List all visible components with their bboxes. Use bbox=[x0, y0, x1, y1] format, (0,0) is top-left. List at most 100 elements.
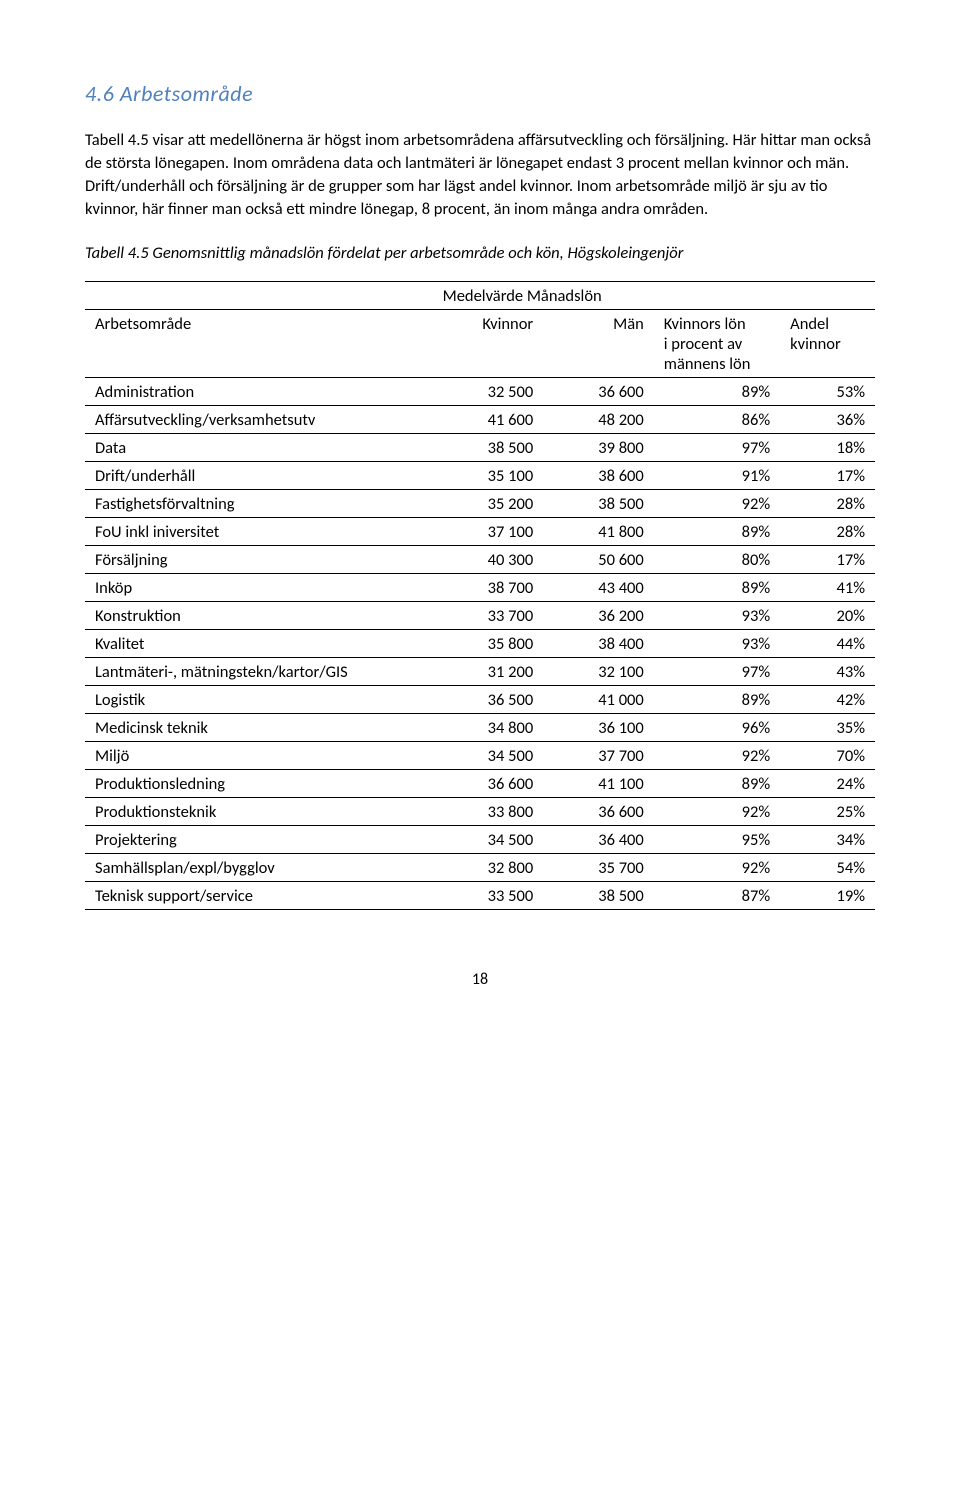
cell-andel: 17% bbox=[780, 546, 875, 574]
cell-man: 35 700 bbox=[543, 854, 654, 882]
header-andel-l2: kvinnor bbox=[790, 334, 841, 354]
cell-man: 39 800 bbox=[543, 434, 654, 462]
table-header-row-1: Medelvärde Månadslön bbox=[85, 282, 875, 310]
header-man: Män bbox=[543, 310, 654, 378]
cell-procent: 93% bbox=[654, 602, 780, 630]
table-row: Logistik36 50041 00089%42% bbox=[85, 686, 875, 714]
cell-kvinnor: 35 800 bbox=[433, 630, 544, 658]
cell-man: 36 100 bbox=[543, 714, 654, 742]
cell-kvinnor: 38 500 bbox=[433, 434, 544, 462]
header-kvinnors-lon-l3: männens lön bbox=[664, 354, 751, 374]
cell-arbetsomrade: Lantmäteri-, mätningstekn/kartor/GIS bbox=[85, 658, 433, 686]
cell-andel: 17% bbox=[780, 462, 875, 490]
cell-man: 50 600 bbox=[543, 546, 654, 574]
cell-andel: 34% bbox=[780, 826, 875, 854]
cell-andel: 25% bbox=[780, 798, 875, 826]
cell-man: 38 500 bbox=[543, 490, 654, 518]
cell-arbetsomrade: Kvalitet bbox=[85, 630, 433, 658]
cell-kvinnor: 33 500 bbox=[433, 882, 544, 910]
cell-kvinnor: 32 500 bbox=[433, 378, 544, 406]
cell-procent: 97% bbox=[654, 658, 780, 686]
cell-procent: 87% bbox=[654, 882, 780, 910]
cell-kvinnor: 35 100 bbox=[433, 462, 544, 490]
table-row: Produktionsledning36 60041 10089%24% bbox=[85, 770, 875, 798]
cell-man: 36 600 bbox=[543, 798, 654, 826]
cell-procent: 92% bbox=[654, 798, 780, 826]
cell-arbetsomrade: Projektering bbox=[85, 826, 433, 854]
cell-kvinnor: 33 800 bbox=[433, 798, 544, 826]
cell-kvinnor: 36 500 bbox=[433, 686, 544, 714]
cell-procent: 89% bbox=[654, 770, 780, 798]
table-row: Lantmäteri-, mätningstekn/kartor/GIS31 2… bbox=[85, 658, 875, 686]
cell-arbetsomrade: Administration bbox=[85, 378, 433, 406]
header-kvinnors-lon: Kvinnors lön i procent av männens lön bbox=[654, 310, 780, 378]
cell-kvinnor: 33 700 bbox=[433, 602, 544, 630]
cell-andel: 19% bbox=[780, 882, 875, 910]
table-row: Miljö34 50037 70092%70% bbox=[85, 742, 875, 770]
cell-andel: 18% bbox=[780, 434, 875, 462]
cell-arbetsomrade: Samhällsplan/expl/bygglov bbox=[85, 854, 433, 882]
cell-procent: 92% bbox=[654, 490, 780, 518]
table-row: FoU inkl iniversitet37 10041 80089%28% bbox=[85, 518, 875, 546]
table-row: Administration32 50036 60089%53% bbox=[85, 378, 875, 406]
cell-andel: 54% bbox=[780, 854, 875, 882]
header-medelvarde: Medelvärde Månadslön bbox=[433, 282, 654, 310]
cell-kvinnor: 37 100 bbox=[433, 518, 544, 546]
header-empty bbox=[85, 282, 433, 310]
table-header-row-2: Arbetsområde Kvinnor Män Kvinnors lön i … bbox=[85, 310, 875, 378]
table-row: Teknisk support/service33 50038 50087%19… bbox=[85, 882, 875, 910]
table-row: Konstruktion33 70036 20093%20% bbox=[85, 602, 875, 630]
cell-arbetsomrade: Fastighetsförvaltning bbox=[85, 490, 433, 518]
cell-man: 36 600 bbox=[543, 378, 654, 406]
cell-kvinnor: 40 300 bbox=[433, 546, 544, 574]
cell-kvinnor: 31 200 bbox=[433, 658, 544, 686]
cell-kvinnor: 38 700 bbox=[433, 574, 544, 602]
cell-arbetsomrade: Konstruktion bbox=[85, 602, 433, 630]
header-empty bbox=[654, 282, 780, 310]
table-row: Försäljning40 30050 60080%17% bbox=[85, 546, 875, 574]
table-row: Fastighetsförvaltning35 20038 50092%28% bbox=[85, 490, 875, 518]
table-row: Samhällsplan/expl/bygglov32 80035 70092%… bbox=[85, 854, 875, 882]
cell-man: 38 600 bbox=[543, 462, 654, 490]
cell-arbetsomrade: Drift/underhåll bbox=[85, 462, 433, 490]
cell-man: 41 800 bbox=[543, 518, 654, 546]
header-arbetsomrade: Arbetsområde bbox=[85, 310, 433, 378]
cell-andel: 28% bbox=[780, 518, 875, 546]
cell-arbetsomrade: Logistik bbox=[85, 686, 433, 714]
cell-procent: 91% bbox=[654, 462, 780, 490]
cell-man: 36 400 bbox=[543, 826, 654, 854]
cell-andel: 70% bbox=[780, 742, 875, 770]
cell-arbetsomrade: Medicinsk teknik bbox=[85, 714, 433, 742]
cell-procent: 89% bbox=[654, 518, 780, 546]
table-row: Projektering34 50036 40095%34% bbox=[85, 826, 875, 854]
cell-man: 37 700 bbox=[543, 742, 654, 770]
cell-andel: 41% bbox=[780, 574, 875, 602]
cell-andel: 24% bbox=[780, 770, 875, 798]
table-row: Produktionsteknik33 80036 60092%25% bbox=[85, 798, 875, 826]
cell-man: 32 100 bbox=[543, 658, 654, 686]
cell-arbetsomrade: Produktionsledning bbox=[85, 770, 433, 798]
cell-procent: 95% bbox=[654, 826, 780, 854]
cell-man: 48 200 bbox=[543, 406, 654, 434]
cell-man: 43 400 bbox=[543, 574, 654, 602]
cell-procent: 89% bbox=[654, 686, 780, 714]
data-table: Medelvärde Månadslön Arbetsområde Kvinno… bbox=[85, 281, 875, 910]
table-row: Kvalitet35 80038 40093%44% bbox=[85, 630, 875, 658]
cell-andel: 28% bbox=[780, 490, 875, 518]
cell-man: 38 400 bbox=[543, 630, 654, 658]
cell-man: 41 100 bbox=[543, 770, 654, 798]
cell-procent: 97% bbox=[654, 434, 780, 462]
cell-arbetsomrade: Miljö bbox=[85, 742, 433, 770]
table-row: Inköp38 70043 40089%41% bbox=[85, 574, 875, 602]
cell-procent: 89% bbox=[654, 378, 780, 406]
header-andel-l1: Andel bbox=[790, 314, 829, 334]
cell-arbetsomrade: Teknisk support/service bbox=[85, 882, 433, 910]
cell-procent: 92% bbox=[654, 742, 780, 770]
header-kvinnor: Kvinnor bbox=[433, 310, 544, 378]
cell-kvinnor: 34 500 bbox=[433, 742, 544, 770]
cell-andel: 35% bbox=[780, 714, 875, 742]
page-number: 18 bbox=[85, 970, 875, 989]
cell-man: 38 500 bbox=[543, 882, 654, 910]
table-row: Drift/underhåll35 10038 60091%17% bbox=[85, 462, 875, 490]
cell-procent: 89% bbox=[654, 574, 780, 602]
